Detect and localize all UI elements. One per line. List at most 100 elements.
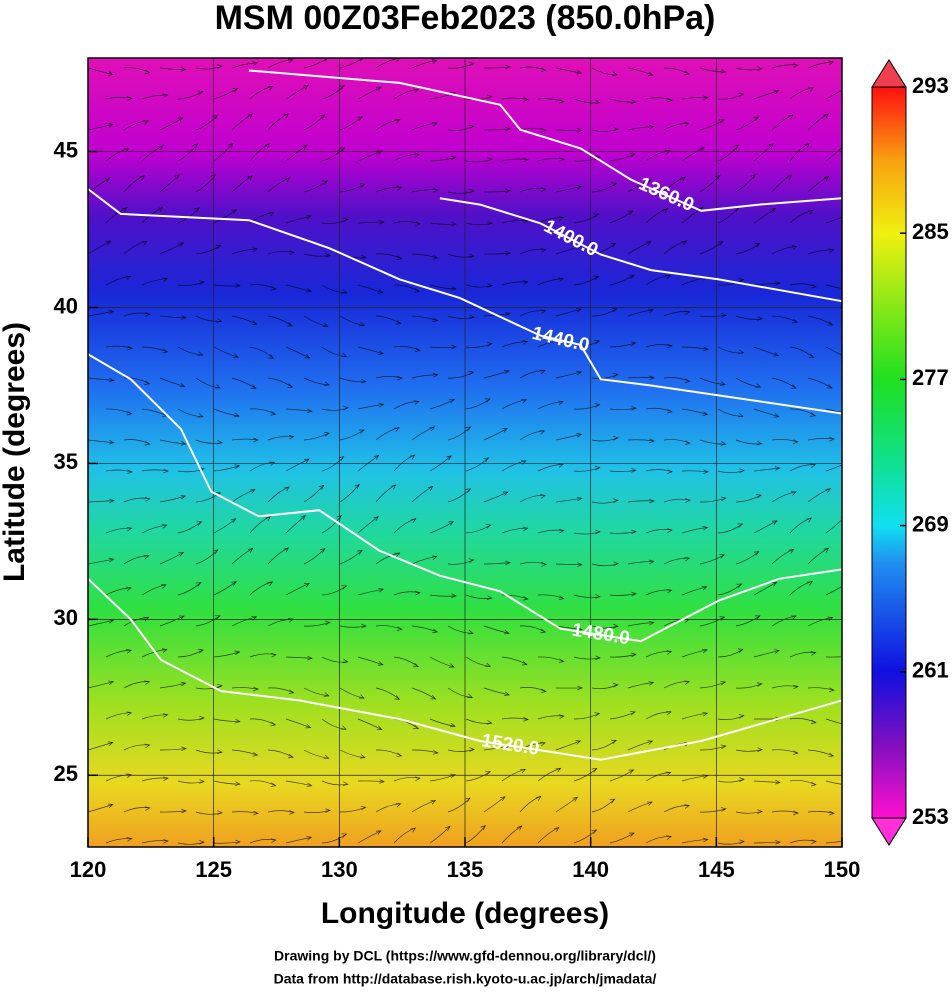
streamline xyxy=(483,687,510,696)
streamline xyxy=(195,115,218,131)
arrow-head xyxy=(613,561,619,567)
arrow-head xyxy=(216,318,223,323)
streamline xyxy=(393,656,419,667)
arrow-head xyxy=(647,740,654,745)
arrow-head xyxy=(270,721,277,727)
streamline xyxy=(483,562,511,565)
streamline xyxy=(88,310,114,317)
arrow-head xyxy=(445,825,451,831)
streamline xyxy=(465,343,492,348)
streamline xyxy=(627,500,655,503)
arrow-head xyxy=(430,695,437,700)
arrow-head xyxy=(739,839,745,844)
streamline xyxy=(627,682,654,689)
arrow-head xyxy=(157,206,164,212)
arrow-head xyxy=(216,439,223,445)
arrow-head xyxy=(703,469,709,474)
streamline xyxy=(447,62,474,69)
arrow-head xyxy=(107,803,114,808)
arrow-head xyxy=(522,526,529,532)
arrow-head xyxy=(720,381,727,386)
streamline xyxy=(537,529,564,534)
arrow-head xyxy=(847,287,852,291)
arrow-head xyxy=(775,840,781,845)
arrow-head xyxy=(576,626,583,632)
streamline xyxy=(771,174,792,193)
streamline xyxy=(88,500,114,503)
streamline xyxy=(159,810,187,813)
arrow-head xyxy=(145,312,151,317)
arrow-head xyxy=(270,782,277,788)
arrow-head xyxy=(503,369,510,375)
arrow-head xyxy=(340,725,347,730)
arrow-head xyxy=(486,94,493,100)
streamline xyxy=(844,114,864,130)
arrow-head xyxy=(684,440,691,445)
arrow-head xyxy=(775,281,781,286)
streamline xyxy=(195,65,223,70)
arrow-head xyxy=(737,412,744,418)
streamline xyxy=(321,585,347,596)
arrow-head xyxy=(648,559,655,565)
arrow-head xyxy=(757,747,763,752)
streamline xyxy=(141,206,163,224)
colorbar-min-arrow xyxy=(871,817,907,846)
streamline xyxy=(285,515,306,534)
arrow-head xyxy=(304,458,310,464)
arrow-head xyxy=(630,652,637,658)
streamline xyxy=(627,740,653,751)
arrow-head xyxy=(733,144,740,150)
arrow-head xyxy=(825,488,832,493)
streamline xyxy=(699,377,726,386)
arrow-head xyxy=(414,776,421,781)
arrow-head xyxy=(667,343,673,349)
streamline xyxy=(357,718,382,730)
arrow-head xyxy=(414,288,421,293)
streamline xyxy=(825,656,842,658)
colorbar-max-arrow xyxy=(871,59,907,88)
arrow-head xyxy=(487,157,493,162)
streamline xyxy=(753,650,780,658)
streamline xyxy=(537,98,564,103)
arrow-head xyxy=(464,797,471,803)
x-axis-label: Longitude (degrees) xyxy=(321,897,609,930)
streamline xyxy=(231,175,253,193)
arrow-head xyxy=(287,383,294,388)
arrow-head xyxy=(253,810,259,816)
streamline xyxy=(844,812,870,814)
arrow-head xyxy=(232,88,239,93)
streamline xyxy=(159,242,184,255)
y-tick-label: 35 xyxy=(54,449,78,474)
arrow-head xyxy=(701,586,708,591)
arrow-head xyxy=(575,245,582,250)
streamline xyxy=(195,615,221,627)
streamline xyxy=(249,346,274,359)
streamline xyxy=(573,713,600,720)
arrow-head xyxy=(127,96,133,101)
streamline xyxy=(844,316,868,326)
streamline xyxy=(411,800,436,813)
streamline xyxy=(501,825,522,844)
arrow-head xyxy=(360,254,367,260)
arrow-head xyxy=(126,773,133,778)
streamline xyxy=(573,768,597,782)
colorbar-tick-label: 253 xyxy=(912,804,949,829)
arrow-head xyxy=(756,316,763,321)
arrow-head xyxy=(631,468,637,473)
streamline xyxy=(627,376,655,379)
arrow-head xyxy=(284,177,291,183)
colorbar-tick-label: 285 xyxy=(912,219,949,244)
arrow-head xyxy=(666,710,672,716)
arrow-head xyxy=(630,711,636,716)
arrow-head xyxy=(649,438,655,444)
arrow-head xyxy=(576,185,583,190)
arrow-head xyxy=(446,455,452,461)
streamline xyxy=(231,248,258,255)
arrow-head xyxy=(665,274,672,280)
arrow-head xyxy=(234,464,241,469)
arrow-head xyxy=(577,562,583,567)
arrow-head xyxy=(283,547,290,553)
streamline xyxy=(375,484,396,503)
arrow-head xyxy=(701,648,708,654)
